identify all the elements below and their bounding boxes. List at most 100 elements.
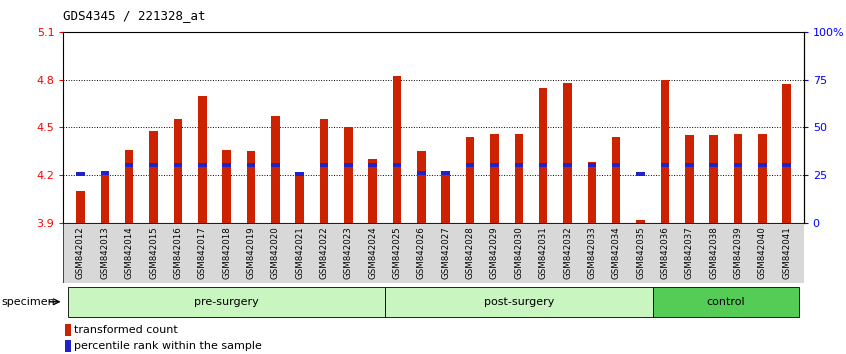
Text: GSM842029: GSM842029 bbox=[490, 226, 499, 279]
Text: GSM842031: GSM842031 bbox=[539, 226, 547, 279]
Bar bbox=[563, 83, 572, 223]
Bar bbox=[661, 163, 669, 167]
Bar bbox=[247, 152, 255, 223]
Bar bbox=[417, 171, 426, 175]
Bar bbox=[539, 163, 547, 167]
Bar bbox=[101, 174, 109, 223]
Bar bbox=[758, 163, 766, 167]
Bar bbox=[514, 134, 523, 223]
Bar bbox=[393, 163, 401, 167]
FancyBboxPatch shape bbox=[69, 287, 385, 317]
Bar bbox=[490, 163, 498, 167]
Text: GSM842037: GSM842037 bbox=[684, 226, 694, 279]
Bar bbox=[320, 163, 328, 167]
Text: GSM842040: GSM842040 bbox=[758, 226, 766, 279]
Bar bbox=[758, 134, 766, 223]
Bar bbox=[247, 163, 255, 167]
Text: GSM842023: GSM842023 bbox=[343, 226, 353, 279]
Text: GSM842025: GSM842025 bbox=[393, 226, 402, 279]
Bar bbox=[173, 163, 182, 167]
Bar bbox=[76, 172, 85, 176]
Bar bbox=[442, 175, 450, 223]
Text: GSM842030: GSM842030 bbox=[514, 226, 524, 279]
FancyBboxPatch shape bbox=[385, 287, 653, 317]
Bar bbox=[539, 88, 547, 223]
Bar bbox=[636, 172, 645, 176]
Text: GSM842022: GSM842022 bbox=[320, 226, 328, 279]
Bar bbox=[125, 163, 134, 167]
Text: GSM842028: GSM842028 bbox=[465, 226, 475, 279]
Text: GSM842041: GSM842041 bbox=[783, 226, 791, 279]
Text: control: control bbox=[706, 297, 745, 307]
Text: GSM842021: GSM842021 bbox=[295, 226, 305, 279]
Text: GSM842034: GSM842034 bbox=[612, 226, 621, 279]
Text: GSM842015: GSM842015 bbox=[149, 226, 158, 279]
Text: GSM842017: GSM842017 bbox=[198, 226, 206, 279]
Bar bbox=[271, 163, 279, 167]
Bar bbox=[222, 150, 231, 223]
Text: GDS4345 / 221328_at: GDS4345 / 221328_at bbox=[63, 9, 206, 22]
Text: percentile rank within the sample: percentile rank within the sample bbox=[74, 341, 262, 352]
Bar bbox=[612, 137, 620, 223]
Text: GSM842038: GSM842038 bbox=[709, 226, 718, 279]
Text: GSM842016: GSM842016 bbox=[173, 226, 183, 279]
Text: GSM842026: GSM842026 bbox=[417, 226, 426, 279]
Text: GSM842019: GSM842019 bbox=[246, 226, 255, 279]
Bar bbox=[125, 150, 134, 223]
Bar bbox=[344, 127, 353, 223]
Text: pre-surgery: pre-surgery bbox=[195, 297, 259, 307]
Bar bbox=[198, 163, 206, 167]
Bar bbox=[173, 120, 182, 223]
Bar bbox=[76, 191, 85, 223]
Bar bbox=[490, 134, 498, 223]
Bar bbox=[295, 172, 304, 176]
Bar bbox=[393, 76, 401, 223]
Text: GSM842013: GSM842013 bbox=[101, 226, 109, 279]
Text: GSM842039: GSM842039 bbox=[733, 226, 743, 279]
Bar bbox=[63, 223, 804, 283]
Text: GSM842018: GSM842018 bbox=[222, 226, 231, 279]
Bar bbox=[222, 163, 231, 167]
Bar bbox=[588, 162, 596, 223]
Text: transformed count: transformed count bbox=[74, 325, 179, 336]
FancyBboxPatch shape bbox=[653, 287, 799, 317]
Text: specimen: specimen bbox=[2, 297, 56, 307]
Text: GSM842027: GSM842027 bbox=[442, 226, 450, 279]
Text: post-surgery: post-surgery bbox=[484, 297, 554, 307]
Text: GSM842032: GSM842032 bbox=[563, 226, 572, 279]
Bar bbox=[442, 171, 450, 175]
Bar bbox=[783, 163, 791, 167]
Bar bbox=[783, 85, 791, 223]
Bar bbox=[709, 163, 718, 167]
Bar bbox=[149, 131, 158, 223]
Bar bbox=[733, 163, 742, 167]
Bar bbox=[369, 159, 377, 223]
Bar bbox=[563, 163, 572, 167]
Bar bbox=[612, 163, 620, 167]
Text: GSM842020: GSM842020 bbox=[271, 226, 280, 279]
Bar bbox=[685, 136, 694, 223]
Bar bbox=[344, 163, 353, 167]
Bar bbox=[636, 220, 645, 223]
Bar bbox=[733, 134, 742, 223]
Bar bbox=[466, 137, 475, 223]
Bar bbox=[198, 96, 206, 223]
Bar bbox=[588, 163, 596, 167]
Bar bbox=[101, 171, 109, 175]
Bar bbox=[320, 120, 328, 223]
Text: GSM842014: GSM842014 bbox=[124, 226, 134, 279]
Text: GSM842036: GSM842036 bbox=[661, 226, 669, 279]
Text: GSM842012: GSM842012 bbox=[76, 226, 85, 279]
Bar bbox=[709, 136, 718, 223]
Bar bbox=[417, 152, 426, 223]
Bar bbox=[64, 324, 71, 336]
Text: GSM842035: GSM842035 bbox=[636, 226, 645, 279]
Bar bbox=[369, 163, 377, 167]
Text: GSM842033: GSM842033 bbox=[587, 226, 596, 279]
Bar bbox=[149, 163, 158, 167]
Bar bbox=[466, 163, 475, 167]
Bar bbox=[514, 163, 523, 167]
Bar bbox=[271, 116, 279, 223]
Bar bbox=[685, 163, 694, 167]
Bar bbox=[295, 175, 304, 223]
